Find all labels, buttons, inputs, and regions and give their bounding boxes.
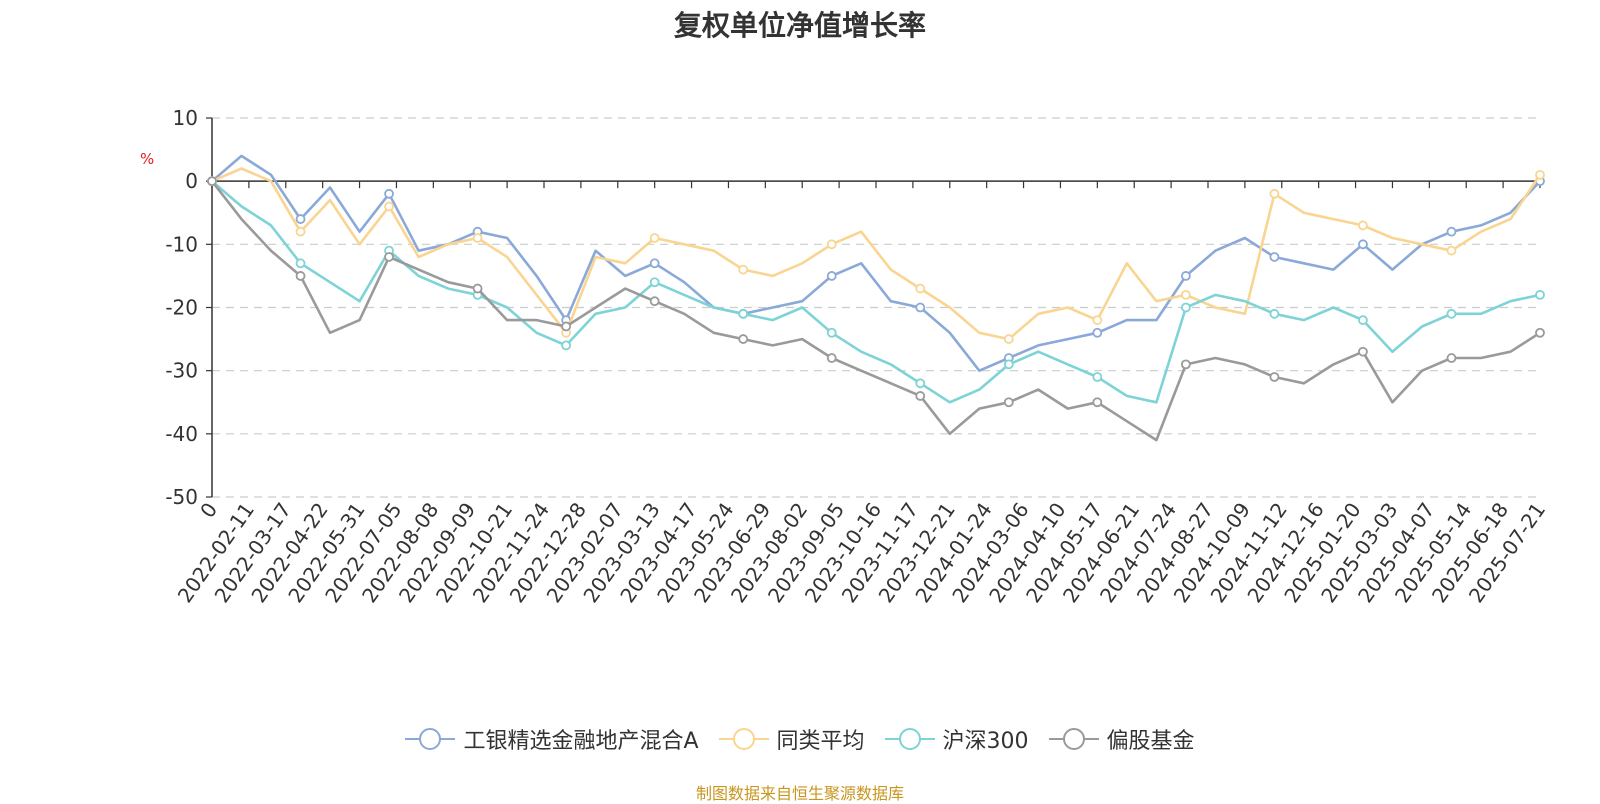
data-source-note: 制图数据来自恒生聚源数据库 xyxy=(695,784,904,803)
series-point xyxy=(1535,169,1545,180)
legend-item-equity-funds[interactable]: 偏股基金 xyxy=(1048,723,1195,755)
series-point xyxy=(1535,327,1545,338)
series-point xyxy=(295,226,306,237)
legend-marker-category-average xyxy=(718,728,769,750)
series-point xyxy=(561,321,572,332)
series-point xyxy=(1446,353,1457,363)
series-point xyxy=(1446,308,1457,319)
series-point xyxy=(649,233,660,243)
series-point xyxy=(1269,252,1280,262)
y-tick-label: -20 xyxy=(165,296,198,320)
series-point xyxy=(1358,346,1368,357)
series-point xyxy=(1269,308,1280,319)
legend-label-category-average: 同类平均 xyxy=(776,729,865,754)
legend-label-csi300: 沪深300 xyxy=(942,729,1029,754)
series-line xyxy=(210,180,1541,442)
legend-label-equity-funds: 偏股基金 xyxy=(1106,729,1195,754)
series-point xyxy=(826,239,837,250)
legend-marker-equity-funds xyxy=(1048,728,1099,750)
series-point xyxy=(649,258,660,269)
series-line xyxy=(211,154,1541,373)
series-point xyxy=(1358,315,1368,326)
series-point xyxy=(295,271,306,281)
legend-item-csi300[interactable]: 沪深300 xyxy=(884,723,1029,755)
series-point xyxy=(1003,334,1014,344)
series-point xyxy=(295,214,306,224)
series-point xyxy=(472,283,483,294)
series-point xyxy=(915,283,926,294)
series-point xyxy=(207,176,217,187)
series-point xyxy=(738,308,749,319)
series-point xyxy=(915,302,926,313)
series-point xyxy=(1003,359,1014,370)
y-tick-label: -30 xyxy=(165,359,198,383)
series-point xyxy=(1180,271,1191,281)
series-point xyxy=(1092,327,1103,338)
y-tick-label: 0 xyxy=(185,169,198,193)
series-point xyxy=(826,353,837,363)
y-tick-label: 10 xyxy=(173,106,198,130)
series-point xyxy=(384,201,394,212)
legend-marker-csi300 xyxy=(884,728,935,750)
series-point xyxy=(738,334,749,344)
series-line xyxy=(211,167,1542,341)
series-point xyxy=(915,391,926,401)
series-point xyxy=(472,233,483,243)
series-point xyxy=(1269,188,1280,199)
series-line xyxy=(211,180,1541,404)
series-point xyxy=(915,378,926,389)
series-point xyxy=(1092,397,1103,408)
y-tick-label: -50 xyxy=(165,485,198,509)
legend: 工银精选金融地产混合A 同类平均 沪深300 偏股基金 xyxy=(0,723,1600,755)
series-point xyxy=(1180,359,1191,370)
series-point xyxy=(649,277,660,288)
series-point xyxy=(561,340,572,351)
series-point xyxy=(649,296,660,307)
series-point xyxy=(1180,302,1191,313)
series-point xyxy=(1358,239,1368,250)
legend-item-fund[interactable]: 工银精选金融地产混合A xyxy=(405,723,699,755)
series-point xyxy=(1446,245,1457,256)
series-point xyxy=(384,252,394,262)
x-tick-label: 0 xyxy=(195,498,222,522)
y-tick-label: -40 xyxy=(165,422,198,446)
legend-marker-fund xyxy=(405,728,456,750)
series-point xyxy=(826,271,837,281)
legend-item-category-average[interactable]: 同类平均 xyxy=(718,723,865,755)
series-point xyxy=(1003,397,1014,408)
chart-title: 复权单位净值增长率 xyxy=(673,9,926,42)
series-point xyxy=(1446,226,1457,237)
y-axis-label: % xyxy=(140,150,155,168)
series-point xyxy=(1180,289,1191,300)
series-point xyxy=(738,264,749,275)
legend-label-fund: 工银精选金融地产混合A xyxy=(463,729,699,754)
series-point xyxy=(826,327,837,338)
series-point xyxy=(1092,315,1103,326)
series-point xyxy=(1358,220,1368,231)
series-point xyxy=(295,258,306,269)
series-point xyxy=(1535,289,1545,300)
y-tick-label: -10 xyxy=(165,232,198,256)
series-point xyxy=(384,188,394,199)
series-point xyxy=(1092,372,1103,382)
chart-plot: 100-10-20-30-40-5002022-02-112022-03-172… xyxy=(165,106,1550,607)
series-point xyxy=(1269,372,1280,382)
